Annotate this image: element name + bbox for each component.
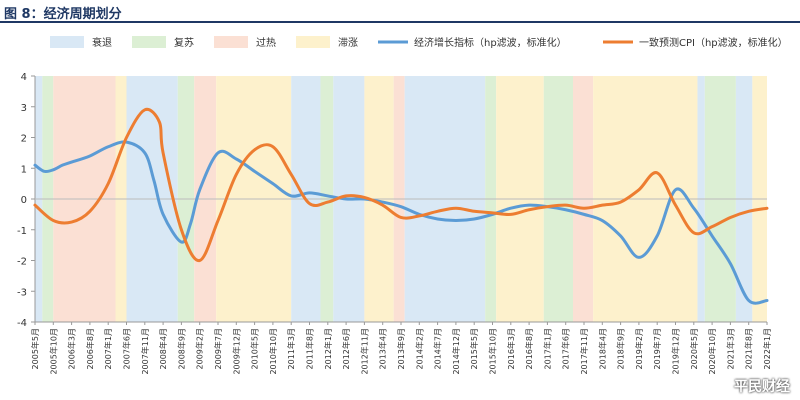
- legend-swatch-过热: [214, 36, 248, 48]
- y-tick-label-2: 2: [21, 134, 27, 145]
- y-tick-label-4: 0: [21, 195, 27, 206]
- x-tick-label-12: 2010年5月: [250, 328, 260, 369]
- x-tick-label-24: 2015年5月: [469, 328, 479, 369]
- x-tick-label-33: 2019年2月: [634, 328, 644, 369]
- y-tick-label-3: 1: [21, 164, 27, 175]
- x-tick-label-20: 2013年9月: [396, 328, 406, 369]
- y-tick-label-6: -2: [17, 257, 27, 268]
- legend-series-label-1: 一致预测CPI（hp滤波，标准化）: [639, 36, 788, 49]
- legend-swatch-衰退: [50, 36, 84, 48]
- x-tick-label-32: 2018年9月: [616, 328, 626, 369]
- x-tick-label-10: 2009年7月: [213, 328, 223, 369]
- x-tick-label-40: 2022年1月: [762, 328, 772, 369]
- x-tick-label-30: 2017年11月: [579, 328, 589, 375]
- x-tick-label-36: 2020年5月: [689, 328, 699, 369]
- x-tick-label-2: 2006年3月: [67, 328, 77, 369]
- legend-label-1: 复苏: [174, 36, 194, 49]
- x-tick-label-31: 2018年4月: [597, 328, 607, 369]
- x-tick-label-22: 2014年7月: [433, 328, 443, 369]
- figure-header: 图 8：经济周期划分: [0, 0, 800, 23]
- x-tick-label-11: 2009年12月: [231, 328, 241, 375]
- legend-label-0: 衰退: [92, 36, 112, 49]
- x-tick-label-14: 2011年3月: [286, 328, 296, 369]
- title-underline: [0, 21, 800, 23]
- x-tick-label-35: 2019年12月: [671, 328, 681, 375]
- x-tick-label-13: 2010年10月: [268, 328, 278, 375]
- x-tick-label-38: 2021年3月: [725, 328, 735, 369]
- x-tick-label-26: 2016年3月: [506, 328, 516, 369]
- y-tick-label-1: 3: [21, 103, 27, 114]
- x-tick-label-27: 2016年8月: [524, 328, 534, 369]
- legend-series-label-0: 经济增长指标（hp滤波，标准化）: [414, 36, 567, 49]
- watermark-logo: 平民财经: [734, 379, 790, 395]
- x-tick-label-29: 2017年6月: [561, 328, 571, 369]
- x-tick-label-1: 2005年10月: [48, 328, 58, 375]
- x-tick-label-18: 2012年11月: [359, 328, 369, 375]
- legend-label-3: 滞涨: [338, 37, 358, 49]
- x-tick-label-17: 2012年6月: [341, 328, 351, 369]
- x-tick-label-0: 2005年5月: [30, 328, 40, 369]
- x-tick-label-39: 2021年8月: [744, 328, 754, 369]
- x-tick-label-4: 2007年1月: [103, 328, 113, 369]
- x-tick-label-6: 2007年11月: [140, 328, 150, 375]
- legend-swatch-复苏: [132, 36, 166, 48]
- x-tick-label-21: 2014年2月: [414, 328, 424, 369]
- x-tick-label-9: 2009年2月: [195, 328, 205, 369]
- y-tick-label-0: 4: [21, 72, 27, 83]
- x-tick-label-28: 2017年1月: [542, 328, 552, 369]
- x-tick-label-34: 2019年7月: [652, 328, 662, 369]
- x-tick-label-19: 2013年4月: [378, 328, 388, 369]
- x-tick-label-25: 2015年10月: [488, 328, 498, 375]
- x-tick-label-8: 2008年9月: [176, 328, 186, 369]
- x-tick-label-5: 2007年6月: [122, 328, 132, 369]
- y-tick-label-7: -3: [17, 287, 27, 298]
- figure-title: 图 8：经济周期划分: [4, 7, 122, 22]
- y-tick-label-5: -1: [17, 226, 27, 237]
- series-line-1: [33, 107, 769, 263]
- x-tick-label-23: 2014年12月: [451, 328, 461, 375]
- x-tick-label-15: 2011年8月: [305, 328, 315, 369]
- y-tick-label-8: -4: [17, 318, 27, 329]
- x-tick-label-16: 2012年1月: [323, 328, 333, 369]
- legend-label-2: 过热: [256, 36, 276, 49]
- legend-swatch-滞涨: [296, 36, 330, 48]
- x-tick-label-37: 2020年10月: [707, 328, 717, 375]
- x-tick-label-3: 2006年8月: [85, 328, 95, 369]
- x-tick-label-7: 2008年4月: [158, 328, 168, 369]
